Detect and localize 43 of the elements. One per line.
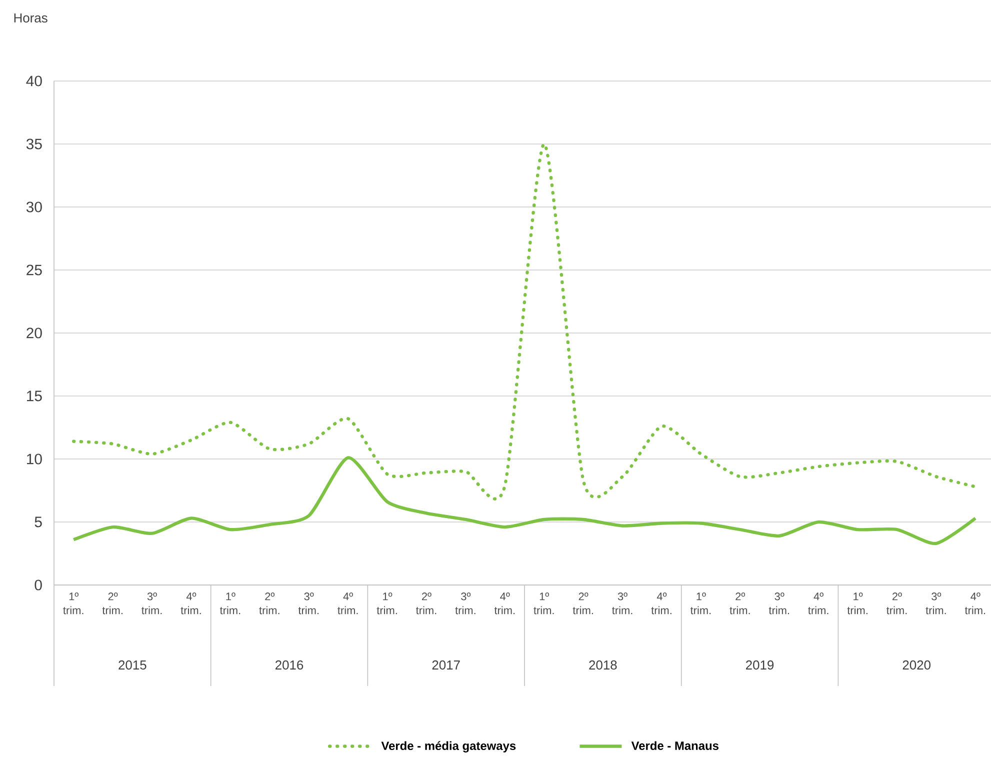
y-tick-label: 0 <box>34 580 42 590</box>
y-tick-label: 15 <box>27 390 42 402</box>
x-tick-label: 1º trim. <box>376 592 397 614</box>
x-tick-label: 2º trim. <box>886 592 907 614</box>
x-tick-label: 1º trim. <box>220 592 240 614</box>
x-tick-label: 4º trim. <box>338 592 358 614</box>
legend-label: Verde - média gateways <box>381 741 516 752</box>
x-tick-label: 1º trim. <box>63 592 84 614</box>
y-tick-label: 20 <box>26 328 42 338</box>
x-tick-label: 3º trim. <box>298 592 319 614</box>
text: 2020 <box>902 660 930 670</box>
x-tick-label: 1º trim. <box>690 592 711 614</box>
x-tick-label: 3º trim. <box>768 592 790 614</box>
text: 2016 <box>276 660 304 670</box>
x-tick-label: 3º trim. <box>612 592 632 614</box>
y-tick-label: 10 <box>27 454 42 464</box>
text: 2015 <box>118 660 146 670</box>
x-tick-label: 3º trim. <box>455 592 476 614</box>
legend-label: Verde - Manaus <box>631 741 718 750</box>
x-tick-label: 3º trim. <box>142 592 162 614</box>
text: 2019 <box>746 660 774 670</box>
y-tick-label: 30 <box>26 202 42 212</box>
x-tick-label: 2º trim. <box>259 592 280 614</box>
text: 2018 <box>589 660 617 670</box>
text: 2017 <box>432 660 460 670</box>
y-tick-label: 5 <box>34 516 42 528</box>
y-tick-label: 35 <box>26 138 42 150</box>
y-tick-label: 40 <box>26 76 42 86</box>
x-tick-label: 4º trim. <box>494 592 515 614</box>
x-tick-label: 4º trim. <box>180 592 201 614</box>
x-tick-label: 2º trim. <box>102 592 122 614</box>
x-tick-label: 1º trim. <box>534 592 554 614</box>
x-tick-label: 4º trim. <box>808 592 828 614</box>
x-tick-label: 1º trim. <box>847 592 868 614</box>
y-axis-title: Horas <box>14 13 48 23</box>
x-tick-label: 4º trim. <box>651 592 672 614</box>
x-tick-label: 2º trim. <box>730 592 750 614</box>
line-series <box>72 456 978 546</box>
x-tick-label: 4º trim. <box>964 592 986 614</box>
y-tick-label: 25 <box>26 264 42 276</box>
x-tick-label: 2º trim. <box>572 592 593 614</box>
x-tick-label: 3º trim. <box>926 592 946 614</box>
x-tick-label: 2º trim. <box>416 592 436 614</box>
